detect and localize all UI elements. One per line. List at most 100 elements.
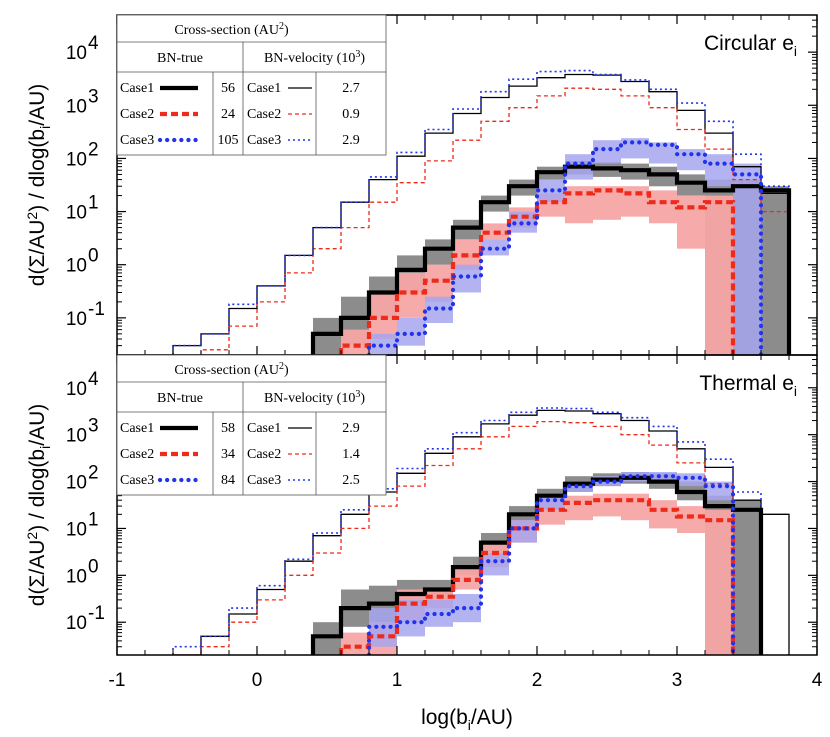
y-tick-base: 10 bbox=[66, 149, 87, 170]
panel-frame bbox=[116, 354, 818, 656]
series-line bbox=[172, 407, 762, 655]
band-bar bbox=[397, 599, 425, 637]
band-bar bbox=[621, 493, 649, 521]
band-bar bbox=[705, 195, 733, 355]
legend-col-header: BN-true bbox=[157, 51, 203, 66]
series-line bbox=[366, 474, 736, 655]
legend-col-header: BN-true bbox=[157, 391, 203, 406]
series-line bbox=[173, 420, 762, 655]
legend-col2-end: ) bbox=[360, 51, 365, 66]
band-bar bbox=[733, 500, 761, 655]
x-tick-label: 2 bbox=[532, 670, 543, 691]
x-tick-label: -1 bbox=[109, 670, 126, 691]
legend-box bbox=[116, 14, 387, 156]
legend-title-sup: 2 bbox=[279, 361, 284, 372]
y-tick-label: 10 bbox=[66, 43, 87, 64]
band-bar bbox=[621, 138, 649, 159]
y-tick-exponent: 2 bbox=[88, 139, 99, 160]
band-bar bbox=[733, 163, 761, 355]
legend-case-label: Case2 bbox=[120, 447, 154, 462]
band-bar bbox=[677, 195, 705, 249]
legend-case-label: Case2 bbox=[247, 447, 281, 462]
x-label-part: /AU) bbox=[471, 706, 513, 729]
band-bar bbox=[705, 154, 733, 187]
y-tick-exponent: -1 bbox=[88, 603, 105, 624]
band-bar bbox=[621, 186, 649, 217]
legend-title-end: ) bbox=[284, 363, 289, 378]
y-label-part: ) / dlog(b bbox=[26, 129, 49, 212]
y-tick-label: 10 bbox=[66, 566, 87, 587]
legend-title-sup: 2 bbox=[279, 21, 284, 32]
band-bar bbox=[593, 493, 621, 517]
band-bar bbox=[509, 520, 537, 543]
legend-value: 2.9 bbox=[342, 421, 360, 436]
legend-value: 2.9 bbox=[342, 133, 360, 148]
band-bar bbox=[397, 317, 425, 346]
legend-title-main: Cross-section (AU bbox=[174, 363, 279, 378]
legend-value: 105 bbox=[218, 133, 239, 148]
band-bar bbox=[341, 329, 369, 355]
y-label-part: ) / dlog(b bbox=[26, 449, 49, 532]
panel-label-sub: i bbox=[794, 383, 797, 399]
y-tick-base: 10 bbox=[66, 203, 87, 224]
y-label-sub: i bbox=[37, 126, 53, 129]
y-tick-base: 10 bbox=[66, 426, 87, 447]
y-tick-label: 10 bbox=[66, 473, 87, 494]
y-tick-label: 10 bbox=[66, 426, 87, 447]
legend-value: 1.4 bbox=[342, 447, 360, 462]
y-label-sup: 2 bbox=[24, 532, 40, 540]
legend-value: 2.7 bbox=[342, 81, 360, 96]
band-bar bbox=[425, 264, 453, 302]
legend-case-label: Case1 bbox=[120, 421, 154, 436]
legend-table: Cross-section (AU2) BN-true BN-velocity (1… bbox=[116, 14, 387, 156]
y-tick-base: 10 bbox=[66, 379, 87, 400]
legend-value: 84 bbox=[221, 473, 235, 488]
y-tick-exponent: 4 bbox=[88, 33, 99, 54]
band-bar bbox=[397, 272, 425, 318]
panel-label-main: Circular e bbox=[704, 32, 794, 55]
band-bar bbox=[313, 622, 341, 655]
band-bar bbox=[761, 186, 789, 355]
band-bar bbox=[453, 264, 481, 293]
y-label-part: /AU) bbox=[26, 84, 49, 126]
band-bar bbox=[425, 239, 453, 265]
band-bar bbox=[649, 190, 677, 224]
y-axis-label: d(Σ/AU2) / dlog(bi/AU) bbox=[24, 404, 53, 606]
band-bar bbox=[369, 333, 397, 355]
series-line bbox=[310, 164, 792, 355]
legend-box bbox=[116, 354, 387, 496]
series-line bbox=[338, 498, 736, 655]
legend-case-label: Case3 bbox=[120, 473, 154, 488]
legend-title-end: ) bbox=[284, 23, 289, 38]
y-tick-base: 10 bbox=[66, 309, 87, 330]
band-bar bbox=[649, 142, 677, 164]
y-tick-exponent: 0 bbox=[88, 556, 99, 577]
legend-value: 2.5 bbox=[342, 473, 360, 488]
legend-col-header: BN-velocity (103) bbox=[264, 389, 365, 406]
legend-title: Cross-section (AU2) bbox=[174, 361, 289, 378]
y-label-sub: i bbox=[37, 446, 53, 449]
y-axis-label: d(Σ/AU2) / dlog(bi/AU) bbox=[24, 84, 53, 286]
band-bar bbox=[565, 481, 593, 492]
y-label-part: /AU) bbox=[26, 404, 49, 446]
y-tick-exponent: 2 bbox=[88, 463, 99, 484]
band-bar bbox=[565, 495, 593, 521]
y-tick-base: 10 bbox=[66, 96, 87, 117]
legend-value: 56 bbox=[221, 81, 235, 96]
band-bar bbox=[677, 506, 705, 533]
legend-case-label: Case2 bbox=[247, 107, 281, 122]
legend-value: 0.9 bbox=[342, 107, 360, 122]
legend-case-label: Case1 bbox=[247, 421, 281, 436]
band-bar bbox=[481, 239, 509, 256]
x-tick-label: 0 bbox=[252, 670, 263, 691]
y-label-part: d(Σ/AU bbox=[26, 220, 49, 287]
legend-col2-sup: 3 bbox=[355, 49, 360, 60]
panel-label: Thermal ei bbox=[699, 372, 797, 399]
y-tick-base: 10 bbox=[66, 43, 87, 64]
y-tick-base: 10 bbox=[66, 473, 87, 494]
y-tick-exponent: 1 bbox=[88, 509, 99, 530]
band-bar bbox=[369, 292, 397, 339]
panel-label: Circular ei bbox=[704, 32, 797, 59]
legend-case-label: Case3 bbox=[247, 133, 281, 148]
